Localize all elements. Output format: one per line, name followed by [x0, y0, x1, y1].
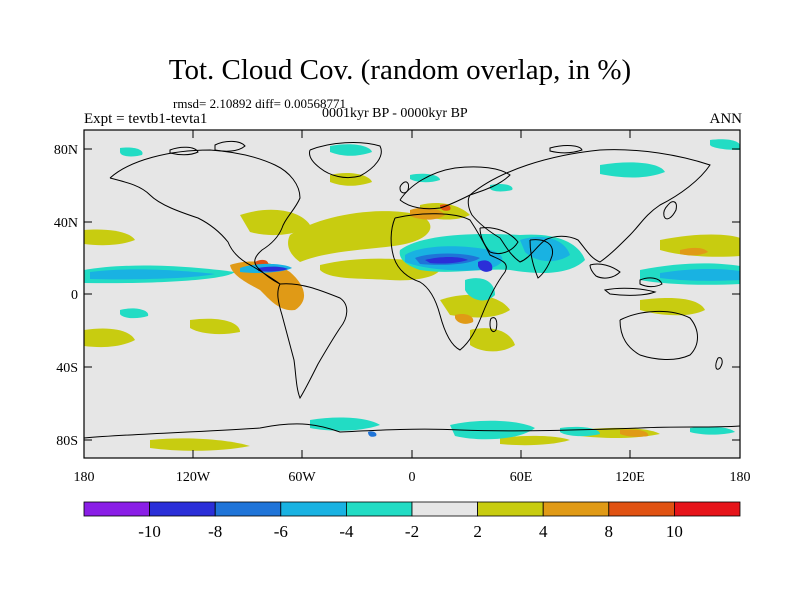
lon-tick-label: 180 — [730, 470, 751, 485]
lon-tick-label: 60E — [510, 470, 533, 485]
colorbar-label: -10 — [138, 522, 161, 541]
lat-tick-label: 0 — [71, 288, 78, 303]
colorbar-label: -2 — [405, 522, 419, 541]
colorbar-swatch — [411, 501, 478, 517]
experiment-label: Expt = tevtb1-tevta1 — [84, 111, 208, 127]
colorbar — [83, 501, 741, 517]
map-background — [84, 130, 740, 458]
lon-tick-label: 180 — [74, 470, 95, 485]
colorbar-label: 2 — [473, 522, 482, 541]
lat-tick-label: 40N — [54, 216, 78, 231]
colorbar-label: -4 — [339, 522, 354, 541]
colorbar-swatch — [608, 501, 675, 517]
period-label: 0001kyr BP - 0000kyr BP — [322, 106, 468, 121]
lon-tick-label: 0 — [409, 470, 416, 485]
lon-tick-label: 120E — [615, 470, 645, 485]
lon-tick-label: 120W — [176, 470, 211, 485]
colorbar-label: 10 — [666, 522, 683, 541]
lon-tick-label: 60W — [288, 470, 316, 485]
tick-marks — [84, 130, 740, 458]
colorbar-swatch — [345, 501, 413, 517]
colorbar-swatch — [477, 501, 544, 517]
colorbar-swatch — [83, 501, 150, 517]
map-title: Tot. Cloud Cov. (random overlap, in %) — [168, 54, 632, 86]
lat-tick-label: 80N — [54, 143, 78, 158]
colorbar-swatch — [149, 501, 216, 517]
colorbar-label: 8 — [605, 522, 614, 541]
colorbar-label: -6 — [274, 522, 288, 541]
lat-tick-label: 80S — [56, 434, 78, 449]
colorbar-swatch — [214, 501, 282, 517]
colorbar-swatch — [280, 501, 347, 517]
colorbar-label: -8 — [208, 522, 222, 541]
colorbar-swatch — [542, 501, 610, 517]
stats-label: rmsd= 2.10892 diff= 0.00568771 — [173, 96, 346, 111]
lat-tick-label: 40S — [56, 361, 78, 376]
coastlines — [84, 140, 740, 439]
colorbar-label: 4 — [539, 522, 548, 541]
season-label: ANN — [709, 111, 743, 127]
colorbar-swatch — [674, 501, 741, 517]
anomaly-field — [84, 139, 740, 451]
